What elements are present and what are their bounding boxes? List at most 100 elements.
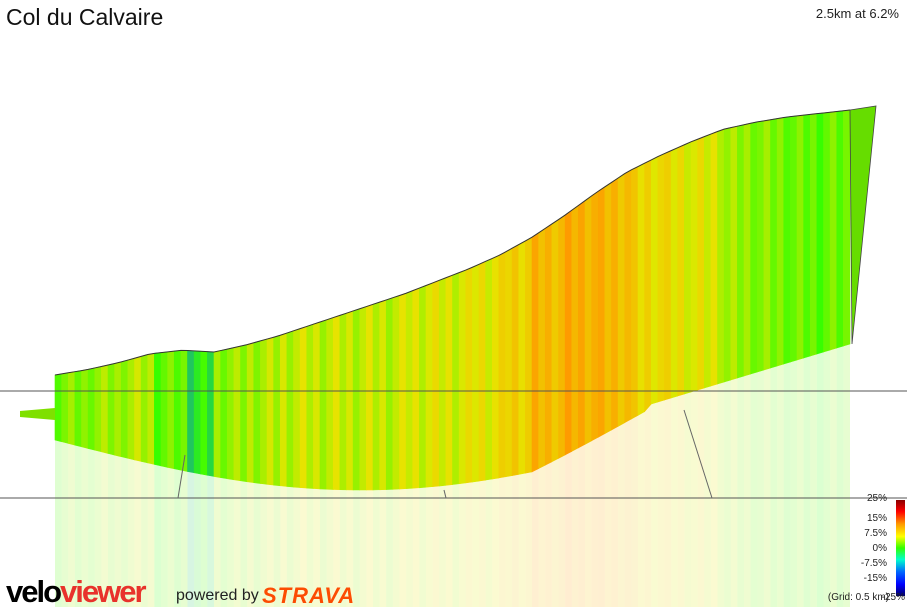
gradient-segment xyxy=(385,297,394,490)
reflection-segment xyxy=(525,471,532,607)
gradient-segment xyxy=(591,190,599,442)
gradient-segment xyxy=(611,177,619,431)
gradient-segment xyxy=(299,326,308,489)
chart-title: Col du Calvaire xyxy=(6,4,164,30)
reflection-segment xyxy=(710,384,718,607)
reflection-segment xyxy=(94,450,102,607)
gradient-segment xyxy=(279,332,288,487)
reflection-segment xyxy=(545,461,552,607)
gradient-segment xyxy=(783,116,791,365)
gradient-segment xyxy=(498,251,506,479)
reflection-segment xyxy=(763,368,771,607)
gradient-segment xyxy=(286,330,294,488)
gradient-segment xyxy=(438,277,447,487)
gradient-segment xyxy=(790,115,798,363)
reflection-segment xyxy=(624,418,632,607)
gradient-segment xyxy=(94,366,102,453)
reflection-segment xyxy=(373,489,380,607)
reflection-segment xyxy=(565,451,572,607)
gradient-segment xyxy=(127,357,135,461)
reflection-segment xyxy=(320,488,327,607)
gradient-segment xyxy=(657,153,665,403)
gradient-segment xyxy=(458,269,467,485)
reflection-segment xyxy=(333,489,340,607)
gradient-segment xyxy=(644,159,652,413)
reflection-segment xyxy=(664,398,672,607)
gradient-segment xyxy=(432,279,440,487)
gradient-segment xyxy=(617,173,626,427)
gradient-segment xyxy=(558,214,566,459)
gradient-segment xyxy=(240,344,248,483)
gradient-segments xyxy=(20,109,851,491)
gradient-segment xyxy=(703,133,712,389)
reflection-segment xyxy=(472,481,479,607)
reflection-segment xyxy=(777,364,784,607)
gradient-segment xyxy=(518,240,526,475)
reflection-segment xyxy=(68,443,75,607)
gradient-segment xyxy=(465,266,473,484)
gradient-segment xyxy=(74,370,82,448)
gradient-segment xyxy=(134,355,142,462)
reflection-segment xyxy=(273,485,281,607)
reflection-segment xyxy=(419,487,426,607)
veloviewer-logo[interactable]: veloviewer xyxy=(6,574,147,609)
strava-logo[interactable]: STRAVA xyxy=(262,583,356,608)
gradient-segment xyxy=(419,285,427,489)
gradient-segment xyxy=(147,353,155,465)
reflection-segment xyxy=(366,489,373,607)
reflection-segment xyxy=(293,487,301,607)
reflection-segment xyxy=(465,482,473,607)
reflection-segment xyxy=(717,382,725,607)
gradient-segment xyxy=(54,373,62,443)
reflection-segment xyxy=(770,366,778,607)
reflection-segment xyxy=(790,360,797,607)
gradient-segment xyxy=(717,128,725,385)
legend-label: 15% xyxy=(866,513,887,524)
reflection-segment xyxy=(233,479,241,607)
reflection-segment xyxy=(452,483,460,607)
gradient-segment xyxy=(571,204,579,452)
gradient-segment xyxy=(796,114,804,361)
gradient-segment xyxy=(193,350,202,475)
reflection-segment xyxy=(571,447,579,607)
reflection-segment xyxy=(194,472,201,607)
gradient-segment xyxy=(339,312,347,491)
reflection-segment xyxy=(81,446,89,607)
gradient-segment xyxy=(743,122,751,377)
gradient-segment xyxy=(531,232,539,473)
reflection-segment xyxy=(161,465,168,607)
reflection-segment xyxy=(578,444,585,607)
gradient-segment xyxy=(313,321,321,490)
reflection-segment xyxy=(598,433,605,607)
reflection-segment xyxy=(379,489,387,607)
gradient-segment xyxy=(578,200,586,449)
reflection-segment xyxy=(426,486,433,607)
gradient-segment xyxy=(372,301,380,491)
reflection-segment xyxy=(816,352,824,607)
powered-by-text: powered by xyxy=(176,587,259,604)
gradient-segment xyxy=(233,345,241,482)
reflection-segment xyxy=(631,415,638,607)
gradient-segment xyxy=(220,348,228,480)
reflection-segment xyxy=(313,488,320,607)
reflection-segment xyxy=(392,489,400,607)
gradient-segment xyxy=(809,113,818,357)
reflection-segment xyxy=(810,354,817,607)
gradient-segment xyxy=(452,272,460,485)
reflection-segment xyxy=(280,485,287,607)
legend-label: 0% xyxy=(872,543,887,554)
reflection-segment xyxy=(108,453,115,607)
reflection-segment xyxy=(492,477,499,607)
gradient-segment xyxy=(763,119,771,371)
reflection-segment xyxy=(611,426,619,607)
gradient-segment xyxy=(366,303,374,491)
reflection-segment xyxy=(359,489,367,607)
reflection-segment xyxy=(823,350,831,607)
reflection-segment xyxy=(61,441,69,607)
gradient-segment xyxy=(491,254,500,480)
reflection-segment xyxy=(353,489,360,607)
grid-lines xyxy=(0,390,907,499)
gradient-segment xyxy=(776,117,785,367)
reflection-segment xyxy=(744,374,751,607)
